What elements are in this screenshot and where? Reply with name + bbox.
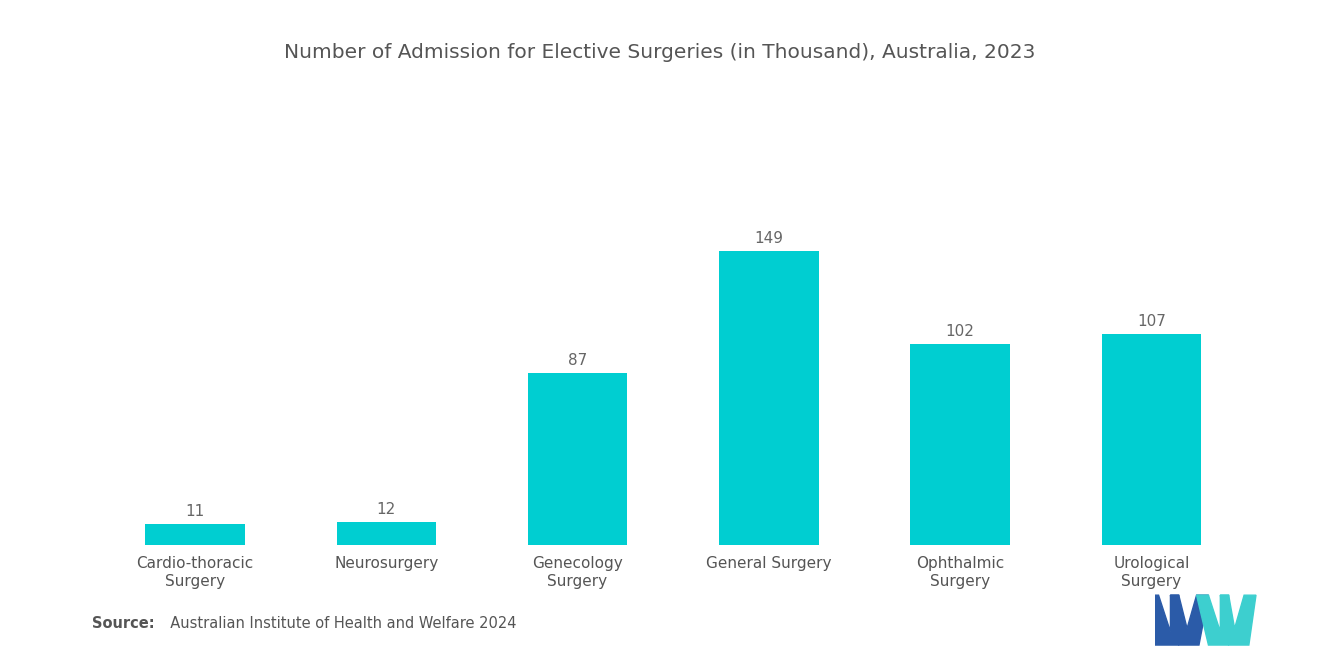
Text: 12: 12 [376,501,396,517]
Bar [911,344,1010,545]
Polygon shape [1220,595,1257,645]
Text: 107: 107 [1137,314,1166,329]
Text: Australian Institute of Health and Welfare 2024: Australian Institute of Health and Welfa… [161,616,516,632]
Polygon shape [1151,595,1179,645]
Polygon shape [1196,595,1229,645]
Text: 11: 11 [185,503,205,519]
Text: 102: 102 [945,324,974,338]
Text: Number of Admission for Elective Surgeries (in Thousand), Australia, 2023: Number of Admission for Elective Surgeri… [284,43,1036,63]
Bar [145,523,244,545]
Text: Source:: Source: [92,616,154,632]
Bar [719,251,818,545]
Bar [1102,334,1201,545]
Bar [337,521,436,545]
Polygon shape [1171,595,1209,645]
Bar [528,373,627,545]
Text: 149: 149 [754,231,783,246]
Text: 87: 87 [568,354,587,368]
